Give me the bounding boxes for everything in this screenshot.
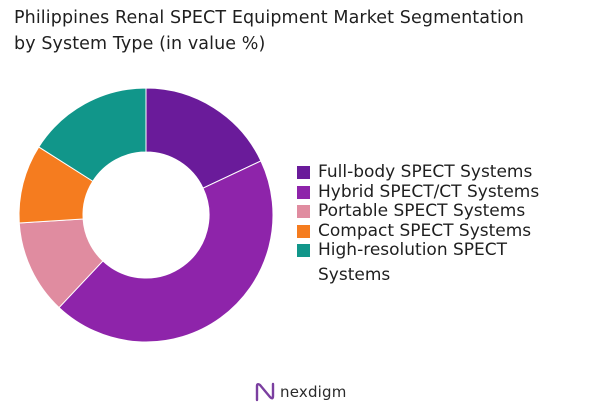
- legend-label: Compact SPECT Systems: [318, 220, 532, 241]
- legend-item-full-body: Full-body SPECT Systems: [297, 162, 587, 183]
- nexdigm-logo-icon: [255, 382, 275, 402]
- legend-label: Full-body SPECT Systems: [318, 162, 533, 182]
- legend-swatch: [297, 244, 310, 257]
- legend-item-compact: Compact SPECT Systems: [297, 220, 587, 242]
- footer-brand: nexdigm: [254, 380, 347, 404]
- donut-slice-hybrid-spect-ct-systems: [58, 160, 274, 343]
- brand-name: nexdigm: [280, 383, 347, 401]
- donut-slice-high-resolution-spect-systems: [38, 87, 147, 182]
- legend-swatch: [297, 224, 310, 238]
- donut-slices: [18, 87, 274, 343]
- legend-swatch: [297, 185, 310, 199]
- chart-legend: Full-body SPECT Systems Hybrid SPECT/CT …: [297, 162, 587, 288]
- legend-label: Portable SPECT Systems: [318, 201, 526, 221]
- legend-label: High-resolution SPECT Systems: [318, 240, 508, 285]
- legend-swatch: [297, 166, 310, 179]
- legend-item-hybrid: Hybrid SPECT/CT Systems: [297, 181, 587, 203]
- legend-label: Hybrid SPECT/CT Systems: [318, 181, 540, 202]
- legend-item-portable: Portable SPECT Systems: [297, 201, 587, 222]
- chart-title-line-1: Philippines Renal SPECT Equipment Market…: [14, 8, 524, 28]
- donut-slice-full-body-spect-systems: [145, 87, 262, 189]
- chart-title: Philippines Renal SPECT Equipment Market…: [14, 5, 574, 57]
- chart-title-line-2: by System Type (in value %): [14, 34, 266, 54]
- legend-item-high-resolution: High-resolution SPECT Systems: [297, 240, 587, 288]
- legend-swatch: [297, 205, 310, 218]
